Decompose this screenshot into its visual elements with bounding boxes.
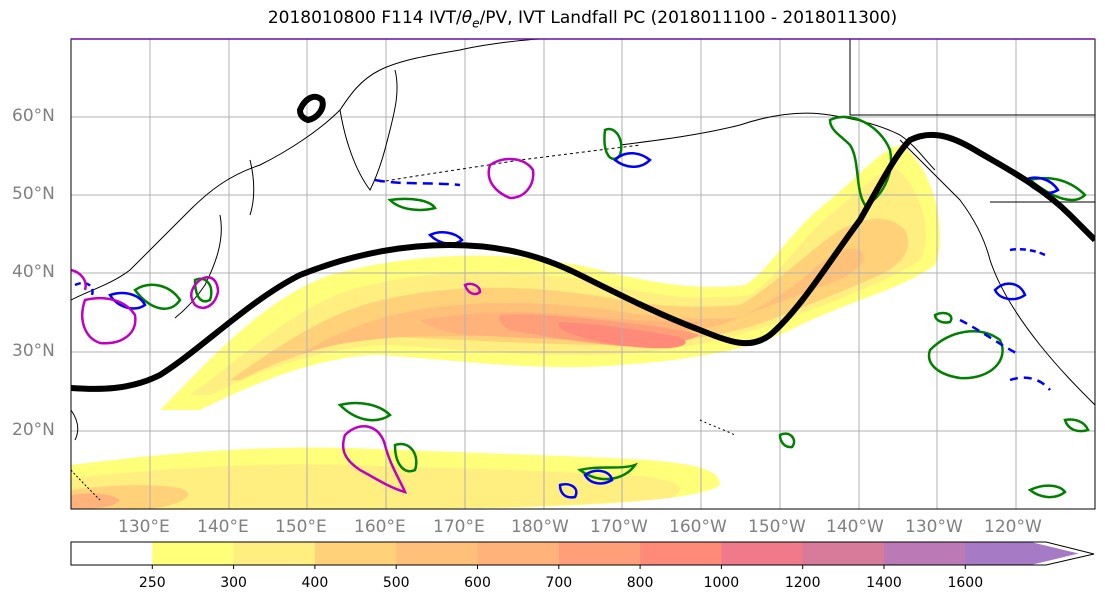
coast-se-asia bbox=[71, 409, 79, 441]
lon-label-160e: 160°E bbox=[354, 517, 406, 537]
ivt-shading bbox=[71, 145, 941, 509]
coast-aleutians bbox=[379, 144, 641, 183]
lat-label-30: 30°N bbox=[12, 341, 55, 361]
lon-label-140w: 140°W bbox=[826, 517, 884, 537]
colorbar-tick-label: 1600 bbox=[947, 575, 984, 591]
lon-label-150e: 150°E bbox=[275, 517, 327, 537]
title-theta: θ bbox=[461, 8, 473, 28]
colorbar-tick-label: 800 bbox=[626, 575, 654, 591]
coast-japan bbox=[174, 214, 222, 319]
colorbar-tick-label: 1200 bbox=[784, 575, 821, 591]
coast-na-west bbox=[899, 139, 1095, 406]
lat-label-20: 20°N bbox=[12, 420, 55, 440]
ivt-south-500 bbox=[71, 493, 120, 509]
colorbar-tick-label: 1400 bbox=[866, 575, 902, 591]
title-prefix: 2018010800 F114 IVT/ bbox=[267, 8, 462, 28]
title-suffix: /PV, IVT Landfall PC (2018011100 - 20180… bbox=[479, 8, 898, 28]
colorbar-tick-label: 250 bbox=[138, 575, 166, 591]
colorbar-tick-label: 600 bbox=[464, 575, 491, 591]
coast-kamchatka bbox=[339, 69, 398, 191]
coast-hawaii bbox=[699, 419, 736, 436]
lon-label-170e: 170°E bbox=[433, 517, 485, 537]
coastlines bbox=[71, 39, 1095, 501]
coast-canada-box bbox=[849, 39, 1095, 116]
coast-philippines bbox=[71, 469, 101, 501]
landfall-pc-contour bbox=[71, 93, 1095, 392]
figure-title: 2018010800 F114 IVT/θe/PV, IVT Landfall … bbox=[0, 8, 1105, 30]
colorbar-tick-label: 300 bbox=[220, 575, 247, 591]
ivt-south-300 bbox=[71, 464, 680, 509]
lon-label-180w: 180°W bbox=[511, 517, 569, 537]
colorbar-tick-label: 700 bbox=[545, 575, 573, 591]
coast-sakhalin bbox=[249, 159, 255, 216]
colorbar-tick-label: 1000 bbox=[703, 575, 740, 591]
coast-asia bbox=[71, 39, 541, 301]
lon-label-130e: 130°E bbox=[118, 517, 170, 537]
title-theta-sub: e bbox=[472, 16, 480, 31]
lon-label-170w: 170°W bbox=[590, 517, 648, 537]
lon-label-140e: 140°E bbox=[197, 517, 249, 537]
pv-contours bbox=[71, 157, 535, 494]
lat-label-40: 40°N bbox=[12, 262, 55, 282]
colorbar-tick-label: 500 bbox=[382, 575, 410, 591]
colorbar-tick-label: 400 bbox=[301, 575, 329, 591]
lon-label-120w: 120°W bbox=[984, 517, 1042, 537]
graticule bbox=[71, 39, 1095, 509]
lon-label-130w: 130°W bbox=[905, 517, 963, 537]
ivt-400-band bbox=[230, 218, 909, 380]
lat-label-50: 50°N bbox=[12, 184, 55, 204]
lon-label-160w: 160°W bbox=[669, 517, 727, 537]
lon-label-150w: 150°W bbox=[748, 517, 806, 537]
lat-label-60: 60°N bbox=[12, 106, 55, 126]
